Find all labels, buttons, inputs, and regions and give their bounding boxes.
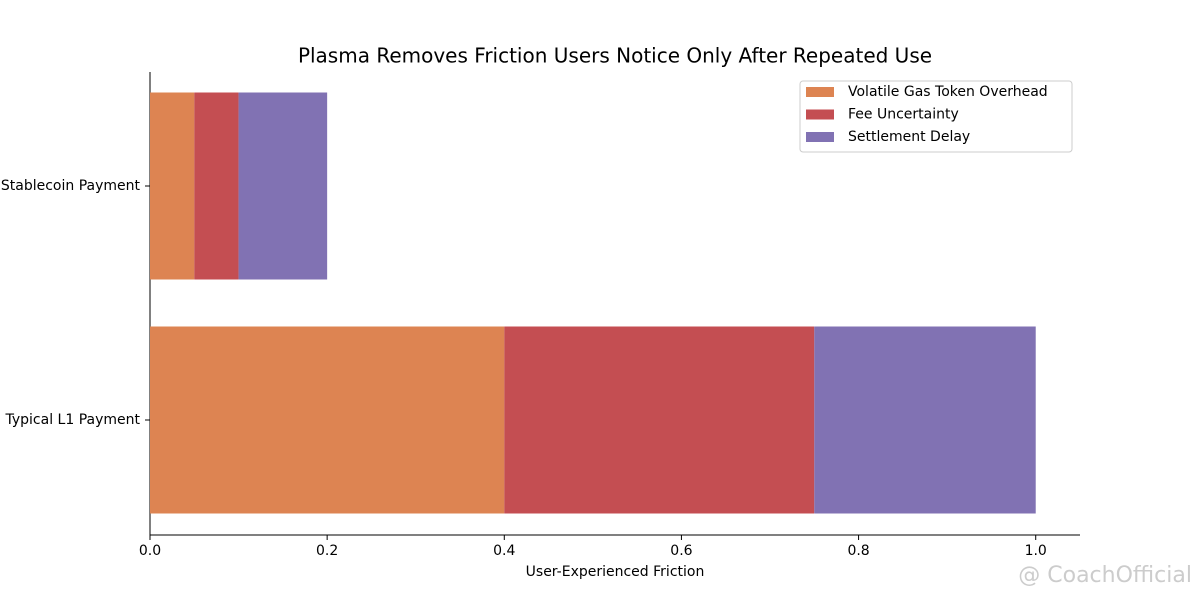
legend-label: Settlement Delay: [848, 129, 970, 145]
legend-swatch: [806, 87, 834, 97]
y-tick-label: Stablecoin Payment: [1, 178, 141, 194]
bar-segment: [238, 92, 328, 280]
x-tick-label: 0.4: [493, 543, 515, 559]
x-tick-label: 0.6: [670, 543, 692, 559]
bar-segment: [814, 326, 1036, 514]
bar-segment: [194, 92, 239, 280]
x-axis-label: User-Experienced Friction: [526, 564, 705, 580]
x-tick-label: 0.2: [316, 543, 338, 559]
bar-segment: [504, 326, 815, 514]
chart-title: Plasma Removes Friction Users Notice Onl…: [298, 44, 932, 68]
x-tick-label: 0.8: [847, 543, 869, 559]
bar-segment: [150, 92, 195, 280]
legend-swatch: [806, 132, 834, 142]
legend-label: Fee Uncertainty: [848, 107, 959, 123]
legend-label: Volatile Gas Token Overhead: [848, 84, 1048, 100]
watermark: @ CoachOfficial: [1018, 563, 1192, 588]
legend-swatch: [806, 109, 834, 120]
x-tick-label: 1.0: [1025, 543, 1047, 559]
legend-box: [799, 80, 1073, 153]
bar-segment: [150, 326, 505, 514]
x-tick-label: 0.0: [139, 543, 161, 559]
y-tick-label: Typical L1 Payment: [5, 412, 141, 428]
